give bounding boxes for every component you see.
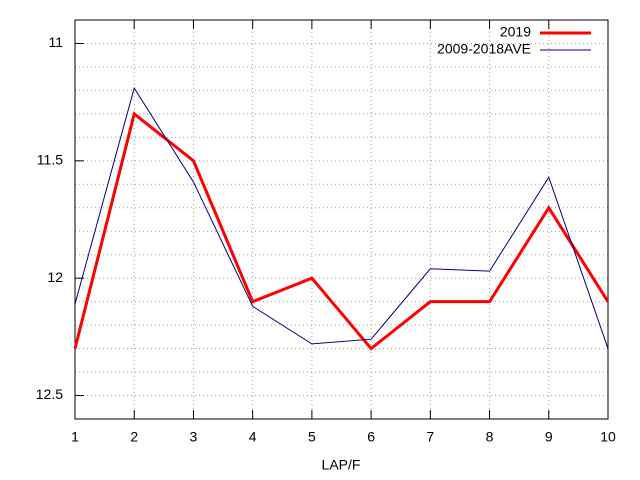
x-tick-label: 2: [130, 429, 138, 445]
x-tick-label: 8: [486, 429, 494, 445]
series-line: [74, 86, 609, 349]
x-tick-label: 5: [308, 429, 316, 445]
legend-label: 2019: [500, 24, 531, 40]
x-tick-label: 6: [367, 429, 375, 445]
x-tick-label: 9: [545, 429, 553, 445]
legend-label: 2009-2018AVE: [437, 41, 531, 57]
y-tick-label: 12: [47, 269, 63, 285]
x-axis-label: LAP/F: [322, 457, 361, 473]
x-tick-label: 10: [600, 429, 616, 445]
series-line: [73, 111, 610, 351]
plot-border: [74, 19, 609, 420]
y-tick-label: 11.5: [37, 152, 63, 168]
y-tick-label: 11: [48, 34, 63, 50]
x-tick-label: 4: [249, 429, 257, 445]
x-tick-label: 7: [426, 429, 434, 445]
x-tick-label: 1: [71, 429, 79, 445]
y-tick-label: 12.5: [36, 386, 63, 402]
x-tick-label: 3: [190, 429, 198, 445]
